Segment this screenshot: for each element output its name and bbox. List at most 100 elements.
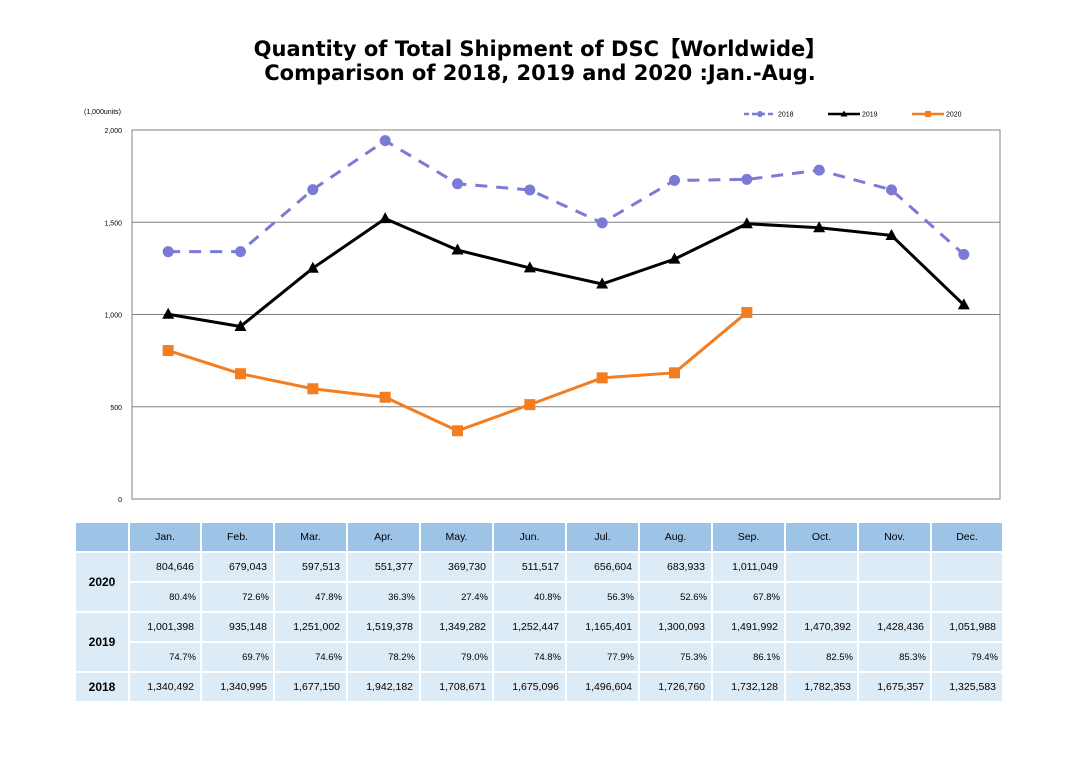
data-point-2020 <box>235 368 246 380</box>
table-cell-value: 1,519,378 <box>348 613 419 641</box>
table-cell-value: 1,011,049 <box>713 553 784 581</box>
data-point-2019 <box>451 243 464 255</box>
data-point-2020 <box>669 367 680 379</box>
table-cell-value: 1,782,353 <box>786 673 857 701</box>
table-cell-value: 1,675,096 <box>494 673 565 701</box>
table-cell-percent: 56.3% <box>567 583 638 611</box>
data-point-2018 <box>669 174 680 186</box>
data-point-2018 <box>379 135 391 147</box>
table-row: 2019 1,001,398 935,148 1,251,002 1,519,378 1,… <box>76 613 1002 671</box>
table-cell-percent: 27.4% <box>421 583 492 611</box>
legend-marker-2018 <box>757 111 763 117</box>
legend-label-2019: 2019 <box>862 112 878 119</box>
table-row: 2020 804,646 679,043 597,513 551,377 369,730 5… <box>76 553 1002 611</box>
table-cell-value: 804,646 <box>130 553 200 581</box>
data-point-2020 <box>524 399 536 411</box>
table-cell-value: 1,340,995 <box>202 673 273 701</box>
table-cell-percent: 67.8% <box>713 583 784 611</box>
table-cell-percent <box>859 583 930 611</box>
table-cell-value: 1,732,128 <box>713 673 784 701</box>
y-tick-label: 0 <box>118 497 122 504</box>
data-point-2020 <box>307 383 319 395</box>
table-cell-value <box>859 553 930 581</box>
data-point-2020 <box>596 372 608 384</box>
column-header: Aug. <box>640 523 711 551</box>
column-header: Jul. <box>567 523 638 551</box>
row-year-label: 2019 <box>76 613 128 671</box>
data-point-2019 <box>596 277 609 289</box>
table-cell-percent: 72.6% <box>202 583 273 611</box>
table-cell-value: 1,708,671 <box>421 673 492 701</box>
table-cell-percent: 77.9% <box>567 643 638 671</box>
data-point-2018 <box>596 217 608 229</box>
data-point-2018 <box>235 246 246 258</box>
table-cell-value: 935,148 <box>202 613 273 641</box>
legend-marker-2019 <box>840 110 848 117</box>
table-cell-value: 1,300,093 <box>640 613 711 641</box>
data-point-2018 <box>307 184 319 196</box>
row-year-label: 2018 <box>76 673 128 701</box>
data-point-2019 <box>234 319 247 331</box>
data-point-2020 <box>452 425 463 437</box>
column-header: Apr. <box>348 523 419 551</box>
table-cell-value: 511,517 <box>494 553 565 581</box>
table-cell-value <box>786 553 857 581</box>
data-point-2020 <box>741 306 753 318</box>
data-table: Jan. Feb. Mar. Apr. May. Jun. Jul. Aug. Sep. Oct.… <box>74 521 1004 703</box>
table-cell-percent <box>786 583 857 611</box>
column-header: Sep. <box>713 523 784 551</box>
data-point-2020 <box>162 345 174 357</box>
table-cell-value: 1,051,988 <box>932 613 1002 641</box>
table-cell-percent: 80.4% <box>130 583 200 611</box>
data-point-2019 <box>957 298 970 310</box>
row-year-label: 2020 <box>76 553 128 611</box>
table-cell-value: 551,377 <box>348 553 419 581</box>
data-point-2020 <box>379 391 391 403</box>
data-point-2018 <box>813 164 825 176</box>
table-row-percent: 74.7% 69.7% 74.6% 78.2% 79.0% 74.8% 77.9% 75.3%… <box>76 643 1002 671</box>
chart-title-line-2: Comparison of 2018, 2019 and 2020 :Jan.-… <box>264 61 816 85</box>
table-cell-percent: 79.0% <box>421 643 492 671</box>
y-tick-label: 500 <box>110 405 122 412</box>
table-cell-value: 1,165,401 <box>567 613 638 641</box>
series-line-2018 <box>168 139 965 256</box>
table-cell-percent <box>932 583 1002 611</box>
column-header: Nov. <box>859 523 930 551</box>
table-cell-value: 683,933 <box>640 553 711 581</box>
legend-label-2018: 2018 <box>778 112 794 119</box>
series-line-2019 <box>167 217 965 328</box>
table-cell-value: 1,251,002 <box>275 613 346 641</box>
y-unit-label: (1,000units) <box>84 109 121 116</box>
table-cell-value: 1,677,150 <box>275 673 346 701</box>
table-cell-value: 1,325,583 <box>932 673 1002 701</box>
table-cell-value: 1,001,398 <box>130 613 200 641</box>
table-cell-value: 369,730 <box>421 553 492 581</box>
table-cell-value: 1,470,392 <box>786 613 857 641</box>
table-cell-percent: 36.3% <box>348 583 419 611</box>
data-point-2018 <box>886 184 897 196</box>
table-cell-value: 656,604 <box>567 553 638 581</box>
column-header: Jun. <box>494 523 565 551</box>
table-cell-percent: 40.8% <box>494 583 565 611</box>
column-header: Jan. <box>130 523 200 551</box>
data-point-2019 <box>523 261 536 273</box>
line-chart: 0 500 1,000 1,500 2,000 (1,000units) 2018 2019 2… <box>84 109 1001 504</box>
data-point-2018 <box>162 246 174 258</box>
data-point-2019 <box>885 228 898 240</box>
table-cell-percent: 78.2% <box>348 643 419 671</box>
table-cell-percent: 82.5% <box>786 643 857 671</box>
table-cell-value: 1,496,604 <box>567 673 638 701</box>
column-header: Dec. <box>932 523 1002 551</box>
table-cell-value: 1,675,357 <box>859 673 930 701</box>
table-row-percent: 80.4% 72.6% 47.8% 36.3% 27.4% 40.8% 56.3% 52.6%… <box>76 583 1002 611</box>
table-cell-percent: 79.4% <box>932 643 1002 671</box>
data-point-2018 <box>958 248 970 260</box>
column-header: Feb. <box>202 523 273 551</box>
table-cell-value: 679,043 <box>202 553 273 581</box>
column-header <box>76 523 128 551</box>
data-point-2019 <box>813 221 826 233</box>
data-point-2018 <box>452 178 463 190</box>
column-header: Oct. <box>786 523 857 551</box>
table-header-row: Jan. Feb. Mar. Apr. May. Jun. Jul. Aug. Sep. Oct.… <box>76 523 1002 551</box>
data-point-2018 <box>741 173 753 185</box>
